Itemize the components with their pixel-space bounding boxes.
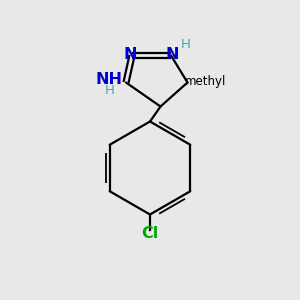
Text: methyl: methyl <box>185 74 226 88</box>
Text: N: N <box>124 46 137 62</box>
Text: NH: NH <box>95 72 122 87</box>
Text: N: N <box>166 46 179 62</box>
Text: H: H <box>181 38 190 52</box>
Text: Cl: Cl <box>141 226 159 242</box>
Text: H: H <box>105 84 114 98</box>
